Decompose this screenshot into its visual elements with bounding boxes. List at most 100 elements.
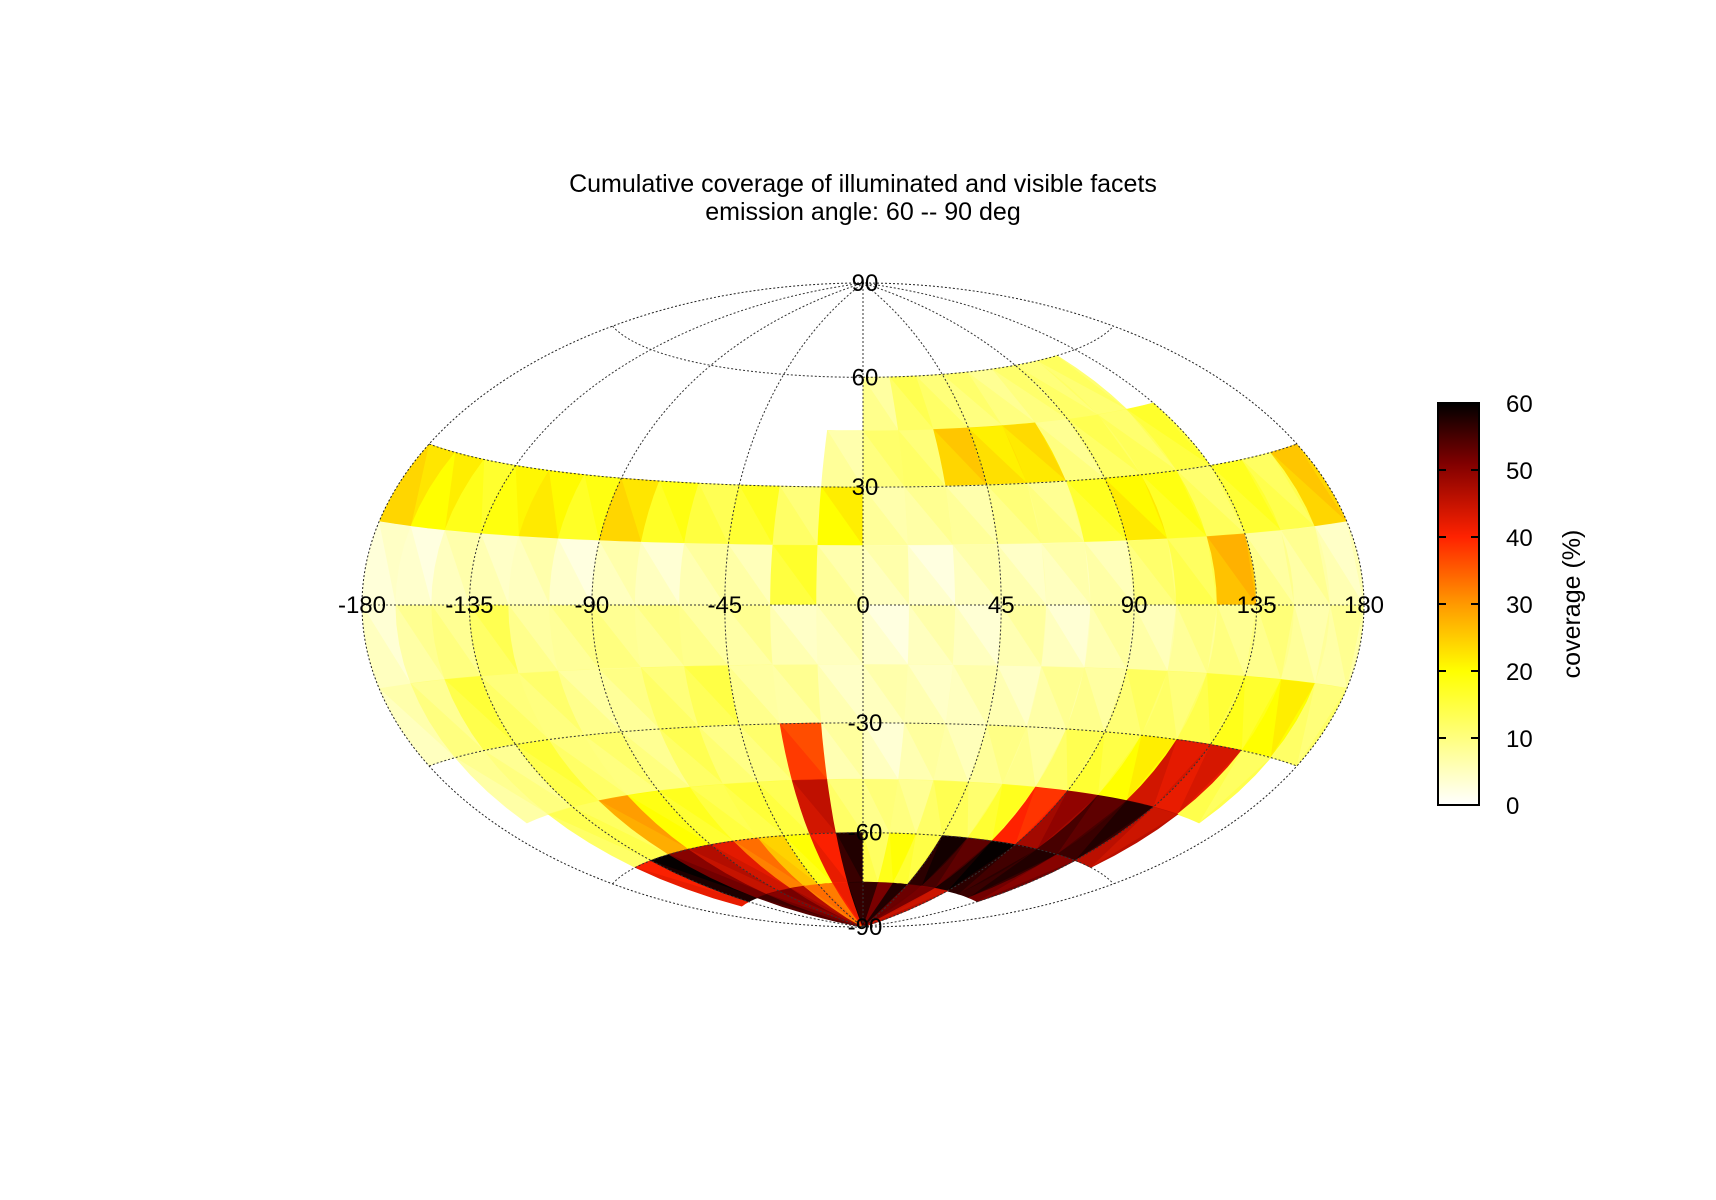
coverage-facet [591,605,642,668]
coverage-facet [1281,526,1331,605]
colorbar: 0 10 20 30 40 50 60 coverage (%) [1437,391,1586,820]
y-tick-label: -30 [848,710,883,737]
coverage-facet [863,882,893,927]
coverage-facet [1057,795,1127,855]
coverage-facet [1098,409,1177,471]
x-tick-label: -45 [707,592,742,619]
coverage-facet [863,605,910,665]
coverage-facet [967,782,1003,838]
chart-subtitle: emission angle: 60 -- 90 deg [705,198,1020,226]
x-tick-label: 45 [988,592,1015,619]
coverage-facet [942,372,1003,426]
colorbar-tick-label: 50 [1506,458,1533,485]
coverage-facet [997,665,1042,727]
coverage-facet [945,723,987,783]
coverage-facet [898,429,946,487]
coverage-facet [1066,729,1105,791]
coverage-facet [572,800,669,855]
coverage-facet [1035,419,1105,479]
coverage-facet [770,605,818,665]
coverage-facet [1066,478,1127,541]
colorbar-tick-label: 0 [1506,793,1519,820]
coverage-facet [1176,605,1218,674]
coverage-facet [739,723,793,781]
coverage-facet [518,671,585,736]
coverage-facet [863,886,935,927]
coverage-facet [728,544,773,605]
coverage-facet [889,376,934,430]
coverage-facet [863,882,879,927]
coverage-facet [809,833,848,883]
coverage-facet [986,725,1027,785]
coverage-facet [1090,807,1178,868]
coverage-facet [1245,530,1295,605]
coverage-facet [1134,605,1177,672]
coverage-facet [804,884,863,927]
coverage-facet [780,723,828,780]
colorbar-tick-label: 10 [1506,726,1533,753]
coverage-facet [908,545,956,605]
colorbar-tick-label: 30 [1506,592,1533,619]
coverage-facet [444,676,516,745]
coverage-facet [968,425,1027,484]
coverage-facet [986,483,1042,544]
coverage-facet [1256,605,1295,680]
y-tick-label: 90 [852,270,879,297]
coverage-facet [758,835,819,885]
coverage-facet [821,486,863,546]
coverage-facet [599,795,689,850]
coverage-facet [469,605,519,674]
coverage-facet [1075,800,1154,861]
coverage-facet [508,605,559,672]
coverage-facet [757,780,810,834]
coverage-facet [739,485,781,546]
coverage-facet [955,605,1002,666]
coverage-facet [1084,667,1127,732]
coverage-facet [1126,735,1177,801]
coverage-facet [817,545,863,605]
meridian-line [862,282,1258,928]
meridian-line [862,282,1002,928]
coverage-facet [863,545,910,605]
coverage-facet [908,664,954,724]
x-tick-label: -90 [575,592,610,619]
coverage-facet [689,844,779,891]
coverage-facet [953,544,1002,605]
coverage-facet [558,538,600,605]
coverage-facet [679,605,729,666]
coverage-facet [659,726,724,785]
y-tick-label: 60 [852,364,879,391]
coverage-facet [863,486,909,546]
coverage-facet [1241,676,1282,751]
colorbar-ticks: 0 10 20 30 40 50 60 [1438,391,1533,820]
coverage-facet [431,605,481,677]
coverage-facet [484,744,573,807]
x-tick-label: 180 [1344,592,1384,619]
colorbar-label: coverage (%) [1558,530,1586,679]
coverage-facet [710,841,792,889]
coverage-facet [584,731,659,791]
coverage-facet [792,779,837,833]
coverage-facet [1037,355,1127,410]
x-tick-label: 90 [1121,592,1148,619]
coverage-facet [907,834,943,885]
coverage-facet [1001,605,1047,667]
coverage-facet [827,779,863,833]
coverage-facet [734,837,805,887]
coverage-facet [847,882,863,927]
y-tick-label: -90 [848,914,883,941]
coverage-facet [549,735,628,796]
coverage-facet [1210,459,1282,531]
coverage-facet [904,723,946,781]
coverage-facet [1207,673,1245,745]
map-outline [361,282,1365,928]
coverage-facet [1176,465,1245,534]
coverage-facet [684,543,729,605]
coverage-facet [1167,671,1208,740]
coverage-facet [548,807,651,861]
coverage-facet [1067,414,1142,475]
coverage-facet [967,369,1036,423]
coverage-facet [1199,750,1271,823]
coverage-facet [628,790,711,845]
